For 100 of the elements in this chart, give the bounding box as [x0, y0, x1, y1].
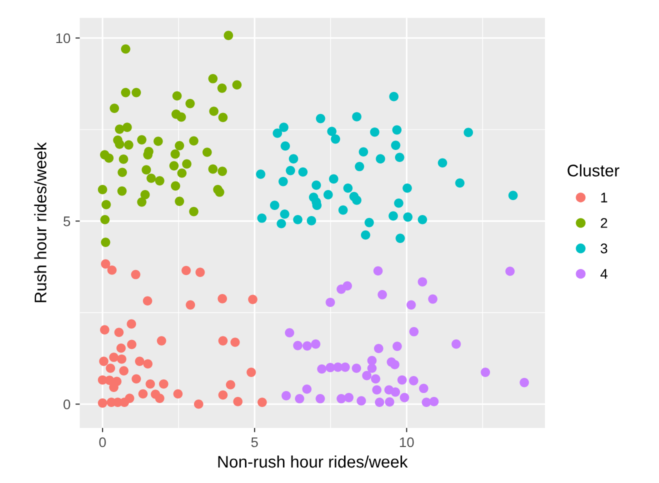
point: [358, 147, 368, 157]
point: [100, 325, 110, 334]
point: [354, 162, 364, 172]
x-tick-label: 0: [99, 437, 106, 448]
y-axis-title: Rush hour rides/week: [34, 142, 46, 302]
point: [378, 290, 387, 300]
point: [218, 112, 228, 122]
point: [102, 200, 111, 210]
point: [132, 88, 141, 98]
point: [256, 170, 266, 179]
y-tick-label: 10: [56, 33, 70, 44]
point: [124, 394, 134, 403]
point: [146, 174, 156, 183]
point: [258, 398, 267, 407]
point: [282, 391, 291, 400]
point: [312, 180, 321, 190]
point: [280, 209, 290, 219]
point: [174, 140, 184, 150]
point: [311, 339, 320, 349]
point: [174, 196, 184, 206]
point: [110, 104, 120, 113]
point: [343, 183, 353, 193]
point: [364, 218, 374, 228]
point: [374, 344, 384, 354]
point: [176, 112, 186, 122]
point: [186, 300, 196, 310]
point: [121, 88, 130, 98]
point: [397, 375, 407, 385]
point: [326, 298, 335, 308]
point: [246, 368, 256, 377]
point: [352, 196, 362, 205]
point: [218, 390, 228, 400]
point: [142, 296, 152, 306]
point: [218, 166, 228, 176]
y-tick-label: 5: [64, 216, 70, 226]
point: [394, 198, 404, 208]
x-tick-label: 5: [251, 437, 258, 448]
point: [505, 266, 515, 276]
point: [338, 205, 348, 215]
point: [100, 214, 110, 224]
point: [127, 340, 136, 350]
point: [286, 166, 296, 176]
point: [438, 158, 448, 168]
point: [114, 140, 124, 149]
point: [391, 140, 400, 150]
point: [159, 379, 168, 389]
point: [116, 343, 126, 353]
point: [117, 354, 126, 364]
point: [452, 339, 461, 349]
point: [98, 398, 108, 408]
point: [177, 168, 187, 178]
point: [394, 152, 404, 162]
point: [270, 200, 280, 210]
legend-label: 4: [600, 269, 608, 279]
point: [396, 234, 405, 243]
point: [173, 389, 183, 399]
point: [143, 359, 153, 369]
point: [224, 30, 234, 40]
point: [131, 270, 140, 280]
point: [406, 300, 416, 310]
legend-label: 2: [600, 218, 608, 228]
point: [280, 141, 290, 151]
point: [98, 184, 108, 194]
point: [143, 150, 153, 160]
point: [428, 294, 438, 304]
point: [119, 366, 128, 376]
point: [400, 392, 410, 402]
y-tick-label: 0: [64, 399, 70, 410]
point: [356, 396, 366, 406]
point: [367, 364, 377, 373]
point: [373, 266, 383, 276]
point: [214, 187, 224, 197]
point: [170, 149, 180, 159]
point: [230, 338, 240, 347]
point: [455, 178, 465, 188]
point: [344, 392, 354, 402]
point: [324, 190, 333, 200]
point: [107, 265, 117, 275]
point: [140, 190, 150, 200]
point: [202, 148, 212, 157]
point: [109, 352, 118, 362]
point: [293, 214, 302, 224]
point: [218, 294, 228, 304]
point: [480, 368, 490, 377]
point: [298, 167, 308, 177]
point: [272, 128, 282, 138]
point: [104, 153, 114, 163]
point: [194, 399, 204, 409]
point: [208, 74, 218, 84]
point: [138, 389, 148, 399]
point: [418, 214, 428, 224]
point: [114, 328, 124, 338]
point: [106, 364, 116, 373]
point: [520, 378, 529, 388]
legend-title: Cluster: [568, 164, 620, 176]
point: [134, 356, 144, 366]
point: [209, 106, 218, 116]
point: [257, 213, 267, 223]
point: [182, 159, 192, 169]
point: [124, 140, 134, 150]
